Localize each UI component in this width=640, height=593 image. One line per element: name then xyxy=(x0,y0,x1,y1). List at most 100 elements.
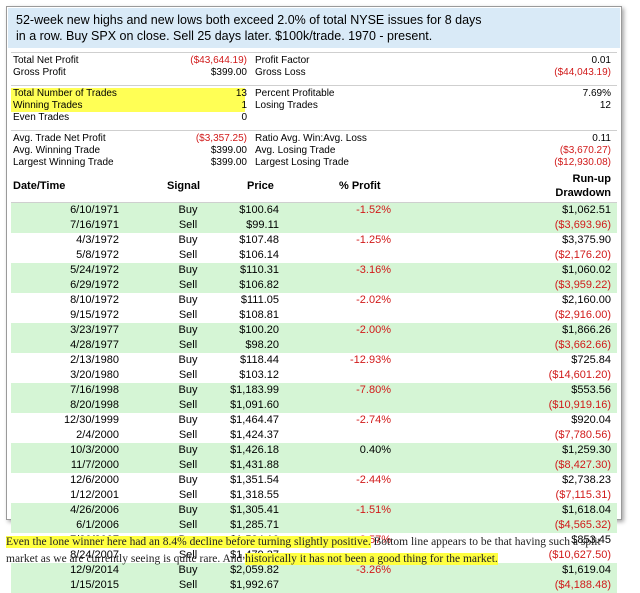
stat-value: 0 xyxy=(241,112,247,123)
backtest-report: 52-week new highs and new lows both exce… xyxy=(6,6,622,593)
trade-signal: Sell xyxy=(178,219,198,231)
header-profit: % Profit xyxy=(339,180,381,192)
trade-runup: $853.45 xyxy=(571,534,611,546)
stat-label: Avg. Winning Trade xyxy=(13,145,101,156)
header-date: Date/Time xyxy=(13,180,66,192)
stat-value: ($44,043.19) xyxy=(554,67,611,78)
table-row: 4/28/1977 Sell $98.20 ($3,662.66) xyxy=(11,338,617,353)
trade-date: 8/10/1972 xyxy=(70,294,119,306)
table-row: 5/24/1972 Buy $110.31 -3.16% $1,060.02 xyxy=(11,263,617,278)
trade-date: 6/1/2006 xyxy=(76,519,119,531)
trade-profit: -2.74% xyxy=(356,414,391,426)
table-row: 7/16/1998 Buy $1,183.99 -7.80% $553.56 xyxy=(11,383,617,398)
commentary-highlight-2: historically it has not been a good thin… xyxy=(245,553,498,565)
stat-label: Profit Factor xyxy=(255,55,310,66)
trade-signal: Buy xyxy=(178,354,198,366)
table-row: 6/29/1972 Sell $106.82 ($3,959.22) xyxy=(11,278,617,293)
trade-date: 8/20/1998 xyxy=(70,399,119,411)
trade-profit: -3.16% xyxy=(356,264,391,276)
trade-signal: Buy xyxy=(178,384,198,396)
trade-runup: $3,375.90 xyxy=(562,234,611,246)
trade-date: 2/13/1980 xyxy=(70,354,119,366)
table-row: 6/10/1971 Buy $100.64 -1.52% $1,062.51 xyxy=(11,203,617,218)
trade-signal: Buy xyxy=(178,444,198,456)
trade-signal: Sell xyxy=(178,339,198,351)
trade-signal: Sell xyxy=(178,519,198,531)
table-row: 3/23/1977 Buy $100.20 -2.00% $1,866.26 xyxy=(11,323,617,338)
trade-drawdown: ($3,959.22) xyxy=(554,279,611,291)
trade-signal: Buy xyxy=(178,504,198,516)
trade-profit: -1.51% xyxy=(356,504,391,516)
stat-label: Percent Profitable xyxy=(255,88,335,99)
trade-date: 6/10/1971 xyxy=(70,204,119,216)
trade-runup: $920.04 xyxy=(571,414,611,426)
trade-signal: Buy xyxy=(178,324,198,336)
trade-price: $1,091.60 xyxy=(230,399,279,411)
trade-date: 11/7/2000 xyxy=(70,459,119,471)
trade-runup: $1,866.26 xyxy=(562,324,611,336)
trade-date: 10/3/2000 xyxy=(70,444,119,456)
trade-price: $111.05 xyxy=(240,294,279,306)
table-row: 8/20/1998 Sell $1,091.60 ($10,919.16) xyxy=(11,398,617,413)
trade-price: $1,431.88 xyxy=(230,459,279,471)
trade-profit: -2.00% xyxy=(356,324,391,336)
trade-date: 4/28/1977 xyxy=(70,339,119,351)
stat-label: Avg. Losing Trade xyxy=(255,145,336,156)
trade-signal: Sell xyxy=(178,549,198,561)
trade-price: $108.81 xyxy=(239,309,279,321)
trade-signal: Buy xyxy=(178,204,198,216)
trade-date: 8/24/2007 xyxy=(70,549,119,561)
trade-profit: -2.02% xyxy=(356,294,391,306)
table-row: 8/10/1972 Buy $111.05 -2.02% $2,160.00 xyxy=(11,293,617,308)
trade-list: Date/Time Signal Price % Profit Run-up D… xyxy=(11,172,617,593)
trade-date: 7/16/1971 xyxy=(70,219,119,231)
trade-date: 12/30/1999 xyxy=(63,414,119,426)
stat-label: Gross Profit xyxy=(13,67,66,78)
trade-price: $100.64 xyxy=(239,204,279,216)
trade-signal: Sell xyxy=(178,309,198,321)
stat-value: 7.69% xyxy=(582,88,611,99)
trade-runup: $725.84 xyxy=(571,354,611,366)
stat-value: 13 xyxy=(235,88,247,99)
trade-price: $103.12 xyxy=(239,369,279,381)
trade-price: $107.48 xyxy=(239,234,279,246)
stat-value: 12 xyxy=(599,100,611,111)
table-row: 10/3/2000 Buy $1,426.18 0.40% $1,259.30 xyxy=(11,443,617,458)
stat-row: Winning Trades 1 Losing Trades 12 xyxy=(11,100,617,112)
table-row: 1/15/2015 Sell $1,992.67 ($4,188.48) xyxy=(11,578,617,593)
trade-profit: -3.26% xyxy=(356,564,391,576)
trade-signal: Sell xyxy=(178,249,198,261)
stat-row: Gross Profit $399.00 Gross Loss ($44,043.19… xyxy=(11,67,617,79)
trade-price: $110.31 xyxy=(240,264,279,276)
report-headline: 52-week new highs and new lows both exce… xyxy=(8,8,620,48)
trade-date: 5/24/1972 xyxy=(70,264,119,276)
trade-signal: Sell xyxy=(178,369,198,381)
stat-row: Total Number of Trades 13 Percent Profitab… xyxy=(11,88,617,100)
trade-date: 4/26/2006 xyxy=(70,504,119,516)
trade-signal: Buy xyxy=(178,414,198,426)
stat-row: Total Net Profit ($43,644.19) Profit Facto… xyxy=(11,55,617,67)
trade-profit: -1.25% xyxy=(356,234,391,246)
table-row: 1/12/2001 Sell $1,318.55 ($7,115.31) xyxy=(11,488,617,503)
trade-price: $118.44 xyxy=(240,354,279,366)
headline-line-2: in a row. Buy SPX on close. Sell 25 days… xyxy=(16,29,433,43)
trade-price: $1,464.47 xyxy=(230,414,279,426)
table-row: 3/20/1980 Sell $103.12 ($14,601.20) xyxy=(11,368,617,383)
trade-date: 3/23/1977 xyxy=(70,324,119,336)
trade-drawdown: ($2,176.20) xyxy=(554,249,611,261)
stat-label: Largest Winning Trade xyxy=(13,157,114,168)
stat-highlight xyxy=(11,100,245,112)
trade-runup: $1,259.30 xyxy=(562,444,611,456)
trade-date: 6/29/1972 xyxy=(70,279,119,291)
stat-label: Ratio Avg. Win:Avg. Loss xyxy=(255,133,367,144)
trade-price: $2,059.82 xyxy=(230,564,279,576)
table-row: 12/9/2014 Buy $2,059.82 -3.26% $1,619.04 xyxy=(11,563,617,578)
table-row: 2/13/1980 Buy $118.44 -12.93% $725.84 xyxy=(11,353,617,368)
trade-price: $1,426.18 xyxy=(230,444,279,456)
table-row: 7/16/1971 Sell $99.11 ($3,693.96) xyxy=(11,218,617,233)
trade-price: $1,424.37 xyxy=(230,429,279,441)
header-runup: Run-up xyxy=(572,173,611,185)
trade-drawdown: ($10,919.16) xyxy=(548,399,611,411)
table-row: 9/15/1972 Sell $108.81 ($2,916.00) xyxy=(11,308,617,323)
trade-date: 12/9/2014 xyxy=(70,564,119,576)
